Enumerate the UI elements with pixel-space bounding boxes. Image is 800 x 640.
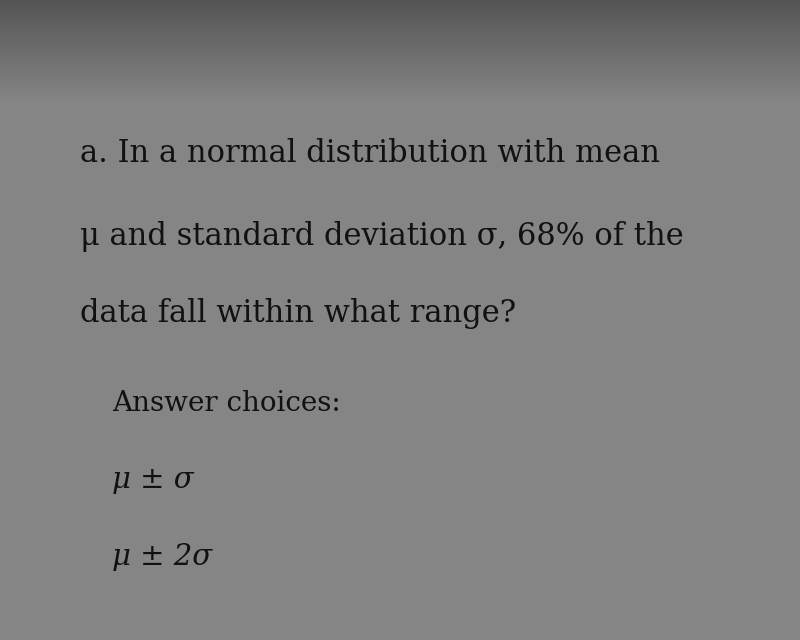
Text: μ ± 2σ: μ ± 2σ [112, 543, 212, 571]
Text: μ ± σ: μ ± σ [112, 466, 194, 494]
Text: data fall within what range?: data fall within what range? [80, 298, 516, 329]
Text: a. In a normal distribution with mean: a. In a normal distribution with mean [80, 138, 660, 169]
Text: μ and standard deviation σ, 68% of the: μ and standard deviation σ, 68% of the [80, 221, 684, 252]
Text: Answer choices:: Answer choices: [112, 390, 341, 417]
